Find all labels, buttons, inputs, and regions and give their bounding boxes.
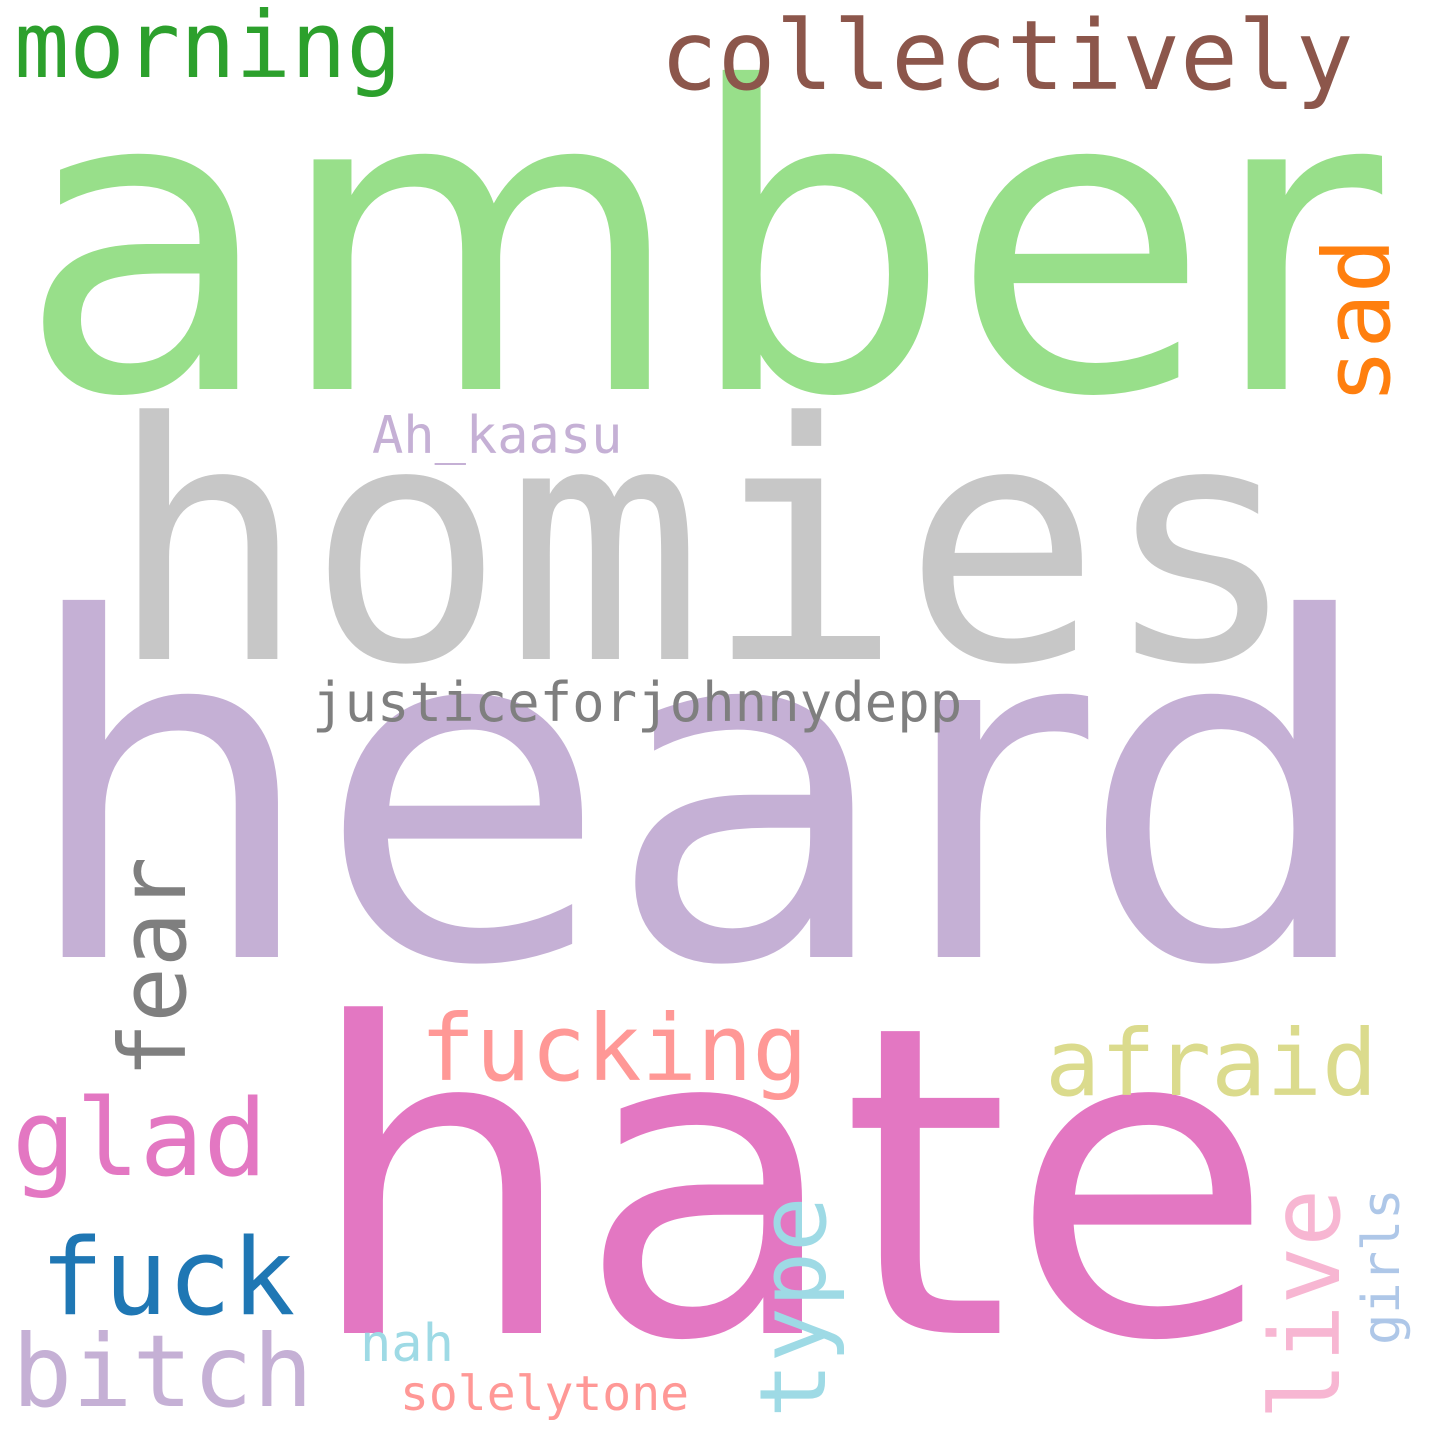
word-fucking: fucking [420, 995, 808, 1102]
word-fear: fear [100, 856, 207, 1078]
word-type: type [740, 1196, 847, 1418]
word-morning: morning [14, 0, 402, 99]
word-glad: glad [12, 1077, 268, 1200]
word-homies: homies [108, 353, 1301, 737]
word-afraid: afraid [1045, 1010, 1378, 1117]
word-bitch: bitch [12, 1313, 314, 1430]
word-hate: hate [305, 935, 1275, 1435]
word-ah-kaasu: Ah_kaasu [372, 406, 623, 466]
word-live: live [1250, 1188, 1362, 1420]
word-girls: girls [1352, 1188, 1412, 1345]
word-fuck: fuck [40, 1216, 296, 1339]
word-solelytone: solelytone [400, 1366, 689, 1422]
word-amber: amber [18, 0, 1383, 489]
word-collectively: collectively [660, 0, 1354, 112]
word-sad: sad [1304, 237, 1411, 404]
word-heard: heard [20, 521, 1379, 1068]
word-justiceforjohnnydepp: justiceforjohnnydepp [312, 671, 963, 734]
word-nah: nah [360, 1314, 454, 1374]
